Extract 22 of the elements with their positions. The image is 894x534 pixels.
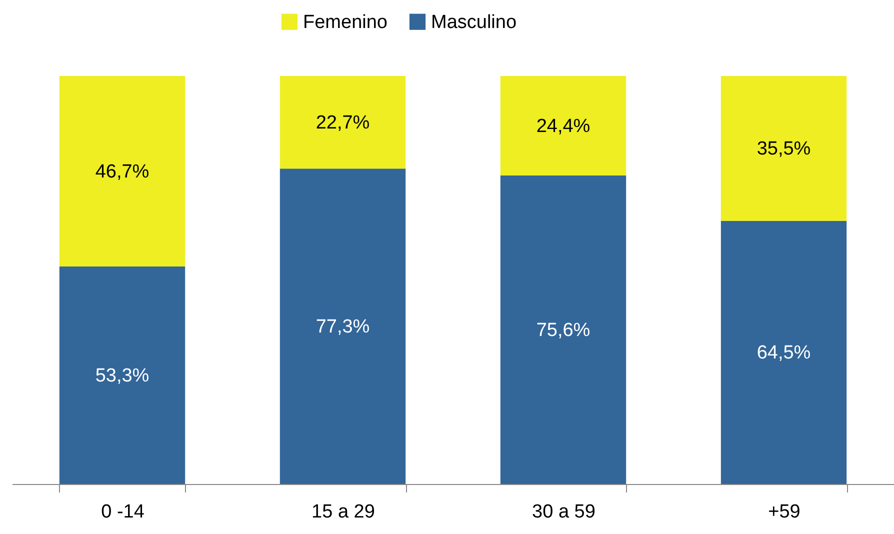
data-label: 22,7% [316,112,370,134]
data-label: 35,5% [756,138,811,160]
data-label: 75,6% [536,320,590,341]
x-tick-label: +59 [768,502,800,522]
x-tick-label: 15 a 29 [312,502,375,522]
legend-label: Masculino [431,12,517,33]
data-label: 77,3% [316,316,370,338]
bar [280,168,406,484]
bar [500,76,626,176]
bar [720,220,847,484]
bar [59,76,186,267]
data-label: 24,4% [536,116,590,137]
bar [280,76,406,169]
x-tick-label: 30 a 59 [532,502,596,522]
data-label: 46,7% [95,161,150,182]
legend-label: Femenino [303,12,388,33]
data-label: 53,3% [95,365,150,386]
bar [720,76,847,221]
data-label: 64,5% [756,342,811,364]
bar [500,176,626,484]
x-tick-label: 0 -14 [101,502,145,522]
bar [59,266,186,484]
